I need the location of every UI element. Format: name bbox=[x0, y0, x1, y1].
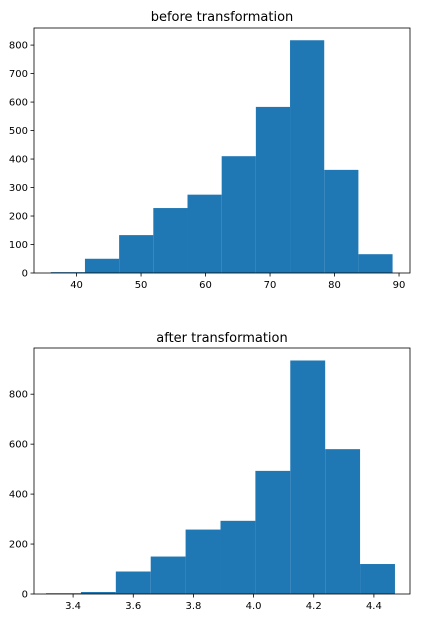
x-tick-label: 80 bbox=[328, 280, 341, 291]
axes-frame bbox=[33, 347, 411, 595]
histogram-bar bbox=[185, 529, 221, 594]
chart-title: before transformation bbox=[151, 10, 294, 25]
histogram-bar bbox=[153, 208, 188, 273]
y-tick-label: 0 bbox=[22, 269, 28, 280]
histogram-bar bbox=[290, 40, 325, 273]
histogram-bar bbox=[150, 556, 186, 594]
histogram-bar bbox=[119, 235, 154, 273]
y-tick-label: 700 bbox=[9, 69, 28, 80]
chart-title: after transformation bbox=[156, 331, 288, 346]
x-tick-label: 3.8 bbox=[185, 601, 201, 612]
axes-frame bbox=[33, 27, 411, 274]
histogram-bar bbox=[255, 470, 291, 594]
x-tick-label: 3.4 bbox=[65, 601, 81, 612]
y-axis: 0 200 400 600 800 bbox=[9, 390, 34, 601]
chart-before-transformation: before transformation 0 100 200 300 400 500 60… bbox=[9, 10, 411, 291]
x-tick-label: 4.4 bbox=[366, 601, 382, 612]
histogram-bar bbox=[290, 360, 326, 594]
x-tick-label: 4.2 bbox=[306, 601, 322, 612]
histogram-bar bbox=[360, 564, 395, 594]
histogram-bar bbox=[115, 571, 151, 594]
x-tick-label: 60 bbox=[199, 280, 212, 291]
y-tick-label: 600 bbox=[9, 440, 28, 451]
y-tick-label: 200 bbox=[9, 212, 28, 223]
y-tick-label: 0 bbox=[22, 590, 28, 601]
histogram-bar bbox=[324, 169, 359, 273]
histogram-bar bbox=[80, 592, 116, 594]
histogram-bar bbox=[50, 272, 85, 273]
x-axis: 3.4 3.6 3.8 4.0 4.2 4.4 bbox=[65, 594, 382, 612]
y-tick-label: 800 bbox=[9, 41, 28, 52]
x-axis: 40 50 60 70 80 90 bbox=[70, 273, 405, 291]
x-tick-label: 50 bbox=[135, 280, 148, 291]
y-tick-label: 300 bbox=[9, 183, 28, 194]
y-tick-label: 400 bbox=[9, 490, 28, 501]
histogram-bars bbox=[46, 360, 395, 594]
x-tick-label: 90 bbox=[393, 280, 406, 291]
histogram-bar bbox=[255, 106, 291, 273]
y-tick-label: 500 bbox=[9, 126, 28, 137]
x-tick-label: 70 bbox=[264, 280, 277, 291]
y-tick-label: 100 bbox=[9, 240, 28, 251]
y-tick-label: 400 bbox=[9, 155, 28, 166]
y-tick-label: 200 bbox=[9, 540, 28, 551]
y-axis: 0 100 200 300 400 500 600 700 800 bbox=[9, 41, 34, 280]
x-tick-label: 3.6 bbox=[125, 601, 141, 612]
x-tick-label: 40 bbox=[70, 280, 83, 291]
x-tick-label: 4.0 bbox=[246, 601, 262, 612]
histogram-bar bbox=[84, 258, 120, 273]
histogram-bar bbox=[220, 520, 256, 594]
y-tick-label: 800 bbox=[9, 390, 28, 401]
histogram-bar bbox=[325, 449, 361, 594]
histogram-bar bbox=[187, 194, 222, 273]
histogram-bar bbox=[221, 156, 256, 273]
histogram-bar bbox=[358, 254, 393, 273]
y-tick-label: 600 bbox=[9, 98, 28, 109]
histogram-bars bbox=[50, 40, 393, 273]
